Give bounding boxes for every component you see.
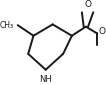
Text: O: O xyxy=(84,0,91,9)
Text: NH: NH xyxy=(39,75,52,84)
Text: CH₃: CH₃ xyxy=(0,21,14,30)
Text: O: O xyxy=(99,27,106,36)
